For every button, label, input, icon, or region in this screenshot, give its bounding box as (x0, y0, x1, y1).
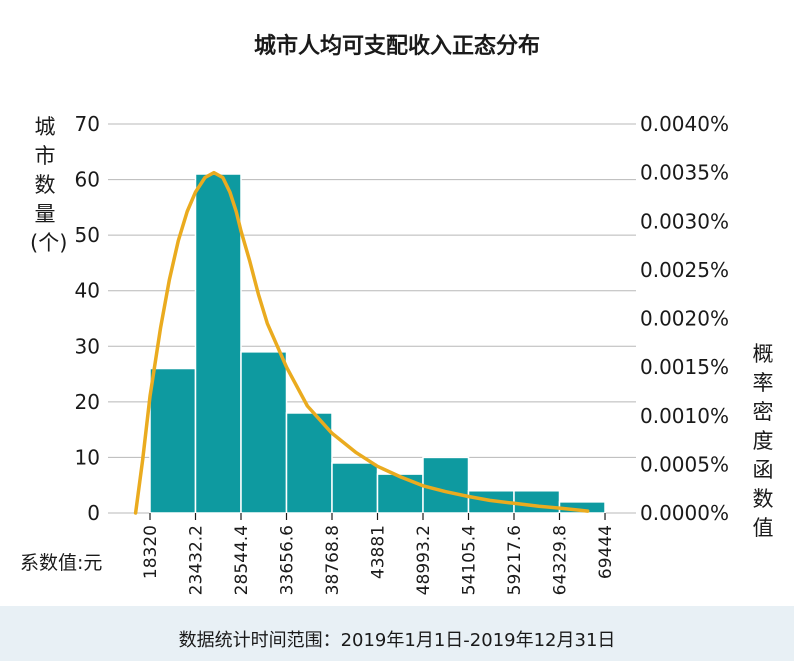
footer-text: 数据统计时间范围：2019年1月1日-2019年12月31日 (178, 630, 616, 651)
x-tick-label: 18320 (141, 525, 161, 579)
y-tick-label-right: 0.0025% (640, 258, 729, 282)
x-tick-label: 64329.8 (551, 525, 571, 595)
histogram-bar (194, 173, 242, 514)
y-tick-label-left: 0 (87, 501, 100, 525)
y-tick-label-left: 10 (75, 445, 100, 469)
y-tick-label-left: 70 (75, 112, 100, 136)
x-tick-label: 43881 (369, 525, 389, 579)
histogram-bar (240, 351, 288, 514)
y-tick-label-right: 0.0005% (640, 452, 729, 476)
y-tick-label-right: 0.0000% (640, 501, 729, 525)
footer-bar: 数据统计时间范围：2019年1月1日-2019年12月31日 (0, 606, 794, 661)
x-tick-label: 59217.6 (505, 525, 525, 595)
chart-title: 城市人均可支配收入正态分布 (253, 34, 540, 59)
histogram-bar (422, 456, 470, 514)
y-tick-label-right: 0.0040% (640, 112, 729, 136)
histogram-bar (285, 412, 333, 514)
histogram-bar (513, 490, 561, 514)
histogram-bar (331, 462, 379, 514)
y-tick-label-right: 0.0015% (640, 355, 729, 379)
x-tick-label: 48993.2 (414, 525, 434, 595)
y-tick-label-left: 40 (75, 279, 100, 303)
x-tick-label: 23432.2 (187, 525, 207, 595)
y-tick-label-right: 0.0010% (640, 404, 729, 428)
density-curve (133, 170, 590, 515)
y-axis-label-right: 概率密度函数值 (752, 342, 774, 540)
x-tick-label: 69444 (596, 525, 616, 579)
y-tick-label-left: 50 (75, 223, 100, 247)
histogram-chart: 0 10 20 30 40 50 60 70 0.0000% 0.0005% 0.0010% 0.00… (75, 112, 729, 595)
y-tick-label-left: 60 (75, 168, 100, 192)
x-tick-label: 38768.8 (323, 525, 343, 595)
x-tick-label: 54105.4 (460, 525, 480, 595)
y-tick-label-left: 30 (75, 334, 100, 358)
histogram-bar (376, 473, 424, 514)
histogram-bar (149, 367, 197, 514)
y-tick-label-right: 0.0035% (640, 161, 729, 185)
y-tick-label-left: 20 (75, 390, 100, 414)
x-axis-label: 系数值:元 (20, 552, 103, 574)
x-tick-label: 33656.6 (278, 525, 298, 595)
y-tick-label-right: 0.0030% (640, 209, 729, 233)
y-tick-label-right: 0.0020% (640, 307, 729, 331)
x-tick-label: 28544.4 (232, 525, 252, 595)
